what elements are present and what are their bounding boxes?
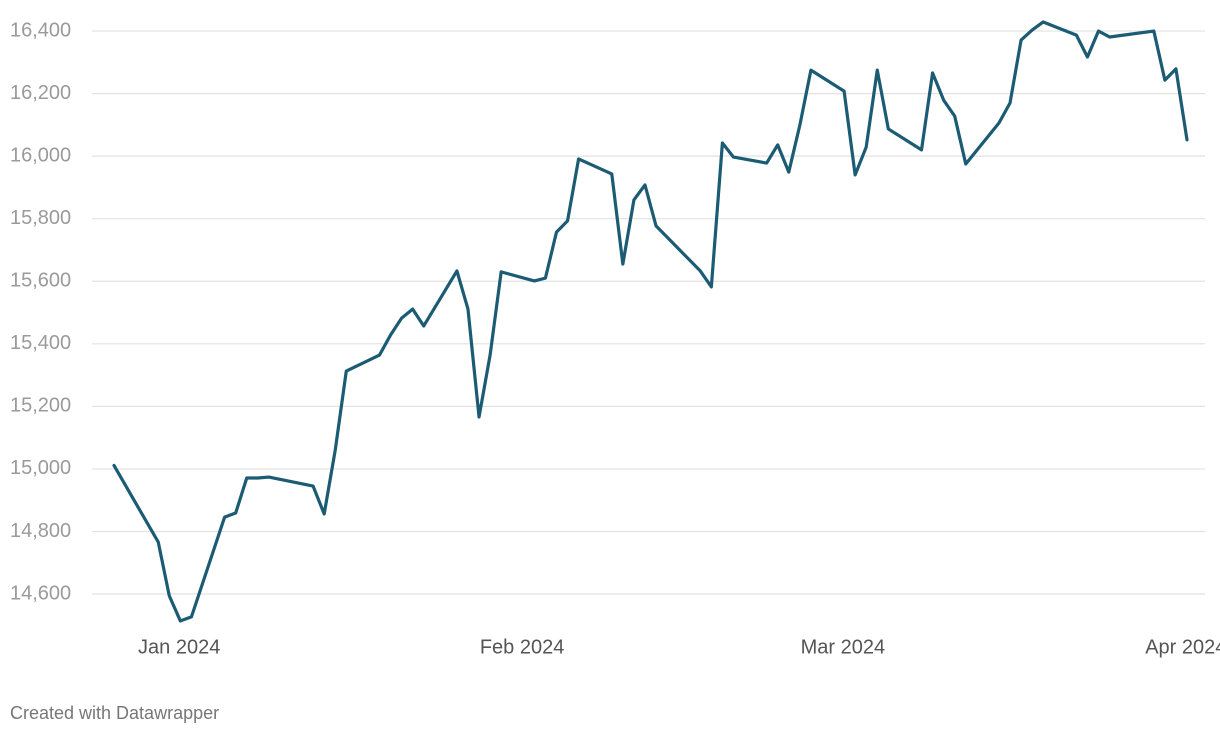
y-tick-label: 16,200: [10, 82, 71, 104]
y-tick-label: 14,800: [10, 520, 71, 542]
x-tick-label: Mar 2024: [801, 636, 886, 658]
y-tick-label: 15,800: [10, 207, 71, 229]
y-tick-label: 15,200: [10, 395, 71, 417]
y-tick-label: 15,400: [10, 332, 71, 354]
y-tick-label: 16,000: [10, 144, 71, 166]
y-tick-label: 16,400: [10, 19, 71, 41]
y-tick-label: 14,600: [10, 582, 71, 604]
y-tick-label: 15,000: [10, 457, 71, 479]
x-tick-label: Apr 2024: [1145, 636, 1220, 658]
x-tick-label: Jan 2024: [138, 636, 220, 658]
line: [112, 20, 1189, 623]
x-tick-label: Feb 2024: [480, 636, 565, 658]
credit: Created with Datawrapper: [10, 703, 219, 723]
y-tick-label: 15,600: [10, 270, 71, 292]
